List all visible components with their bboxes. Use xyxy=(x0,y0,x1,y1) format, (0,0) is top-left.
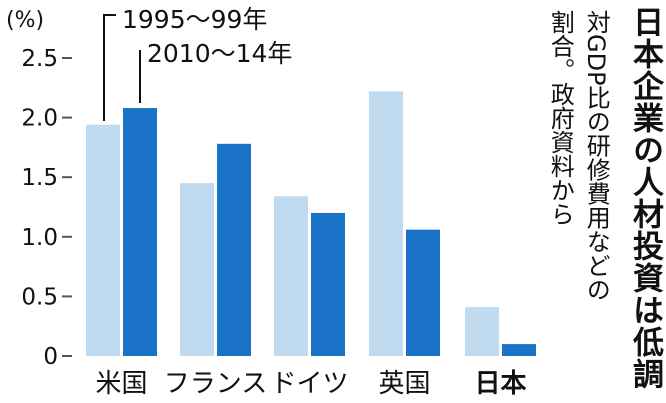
legend-label-2010-14: 2010〜14年 xyxy=(147,39,292,68)
bar-2010-14-4 xyxy=(502,344,536,356)
chart-title: 日本企業の人材投資は低調 xyxy=(627,6,663,390)
x-axis-labels: 米国 フランス ドイツ 英国 日本 xyxy=(95,369,526,399)
chart-subtitle-line-2: 割合。政府資料から xyxy=(546,10,575,226)
bar-1995-99-4 xyxy=(465,307,499,356)
x-category-label: 英国 xyxy=(378,369,430,399)
y-unit-label: (%) xyxy=(6,8,44,33)
legend: 1995〜99年 2010〜14年 xyxy=(103,5,292,121)
bar-2010-14-0 xyxy=(123,108,157,357)
legend-label-1995-99: 1995〜99年 xyxy=(122,5,267,34)
bar-1995-99-0 xyxy=(86,124,120,356)
x-category-label: フランス xyxy=(164,369,267,399)
x-category-label: 米国 xyxy=(95,369,147,399)
bar-1995-99-3 xyxy=(369,91,403,356)
bar-2010-14-1 xyxy=(217,143,251,356)
bar-1995-99-1 xyxy=(180,183,214,356)
y-tick-label: 2.0 xyxy=(21,106,58,132)
x-category-label: ドイツ xyxy=(270,369,348,399)
bar-2010-14-2 xyxy=(311,212,345,356)
y-tick-label: 0 xyxy=(43,344,58,370)
bars xyxy=(86,91,536,357)
y-tick-label: 1.5 xyxy=(21,165,58,191)
legend-leader-1995-99 xyxy=(103,14,116,121)
bar-2010-14-3 xyxy=(406,229,440,356)
y-tick-label: 2.5 xyxy=(21,46,58,72)
y-tick-label: 0.5 xyxy=(21,284,58,310)
y-axis-ticks: 0 0.5 1.0 1.5 2.0 2.5 xyxy=(21,46,72,370)
x-category-label: 日本 xyxy=(474,369,526,399)
bar-1995-99-2 xyxy=(274,196,308,356)
chart-subtitle-line-1: 対GDP比の研修費用などの xyxy=(582,10,611,302)
y-tick-label: 1.0 xyxy=(21,225,58,251)
